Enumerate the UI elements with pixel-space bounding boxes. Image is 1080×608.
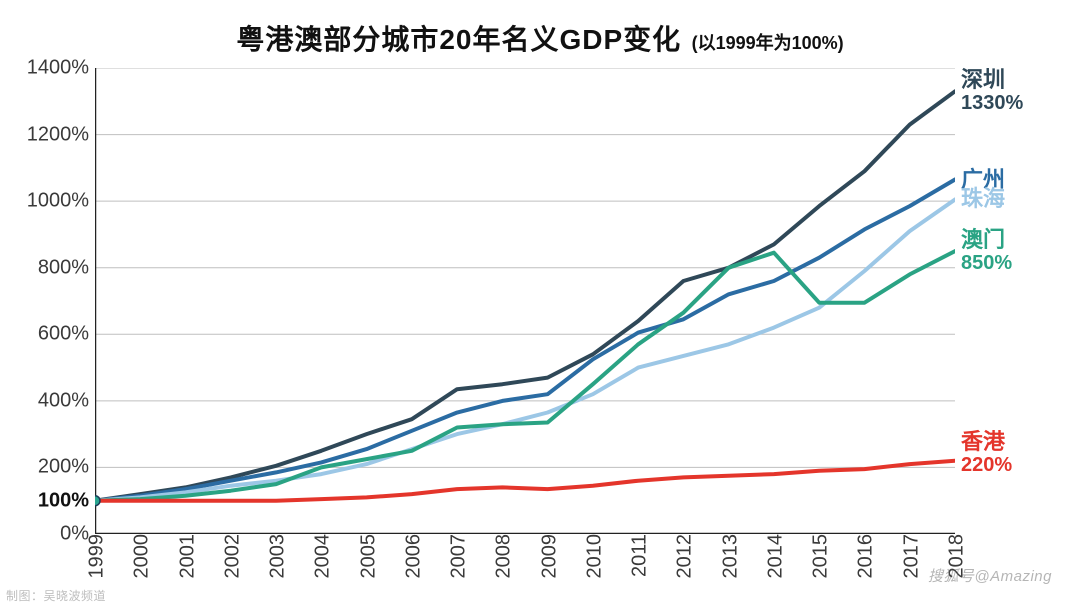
- x-tick-label: 2010: [579, 534, 606, 579]
- y-tick-label: 200%: [38, 456, 95, 479]
- series-end-label: 香港220%: [955, 430, 1012, 476]
- x-tick-label: 2013: [715, 534, 742, 579]
- x-tick-label: 2012: [670, 534, 697, 579]
- x-tick-label: 2007: [444, 534, 471, 579]
- x-tick-label: 2000: [127, 534, 154, 579]
- series-name: 澳门: [961, 227, 1005, 252]
- series-end-label: 珠海: [955, 187, 1005, 211]
- y-tick-label: 100%: [38, 489, 95, 512]
- plot-svg: [95, 68, 955, 534]
- x-tick-label: 2001: [172, 534, 199, 579]
- chart-title-sub: (以1999年为100%): [692, 33, 844, 53]
- x-tick-label: 2002: [217, 534, 244, 579]
- watermark-text: 搜狐号@Amazing: [928, 565, 1052, 586]
- y-tick-label: 800%: [38, 256, 95, 279]
- x-tick-label: 2015: [806, 534, 833, 579]
- x-tick-label: 2005: [353, 534, 380, 579]
- series-end-value: 220%: [961, 454, 1012, 476]
- y-tick-label: 1400%: [27, 57, 95, 80]
- series-name: 深圳: [961, 67, 1005, 92]
- x-tick-label: 2017: [896, 534, 923, 579]
- y-tick-label: 1000%: [27, 190, 95, 213]
- y-tick-label: 600%: [38, 323, 95, 346]
- series-name: 珠海: [961, 186, 1005, 211]
- series-end-label: 澳门850%: [955, 228, 1012, 274]
- x-tick-label: 1999: [82, 534, 109, 579]
- chart-root: 粤港澳部分城市20年名义GDP变化 (以1999年为100%) 0%100%20…: [0, 0, 1080, 608]
- series-name: 香港: [961, 429, 1005, 454]
- series-end-value: 850%: [961, 252, 1012, 274]
- chart-title: 粤港澳部分城市20年名义GDP变化 (以1999年为100%): [0, 18, 1080, 58]
- x-tick-label: 2014: [760, 534, 787, 579]
- credit-text: 制图：吴晓波频道: [6, 587, 106, 604]
- x-tick-label: 2016: [851, 534, 878, 579]
- y-tick-label: 400%: [38, 389, 95, 412]
- x-tick-label: 2009: [534, 534, 561, 579]
- plot-area: 0%100%200%400%600%800%1000%1200%1400%199…: [95, 68, 955, 534]
- chart-title-main: 粤港澳部分城市20年名义GDP变化: [236, 24, 681, 55]
- series-end-label: 深圳1330%: [955, 68, 1023, 114]
- x-tick-label: 2008: [489, 534, 516, 579]
- x-tick-label: 2003: [263, 534, 290, 579]
- x-tick-label: 2011: [625, 534, 652, 577]
- x-tick-label: 2006: [398, 534, 425, 579]
- series-end-value: 1330%: [961, 92, 1023, 114]
- y-tick-label: 1200%: [27, 123, 95, 146]
- x-tick-label: 2004: [308, 534, 335, 579]
